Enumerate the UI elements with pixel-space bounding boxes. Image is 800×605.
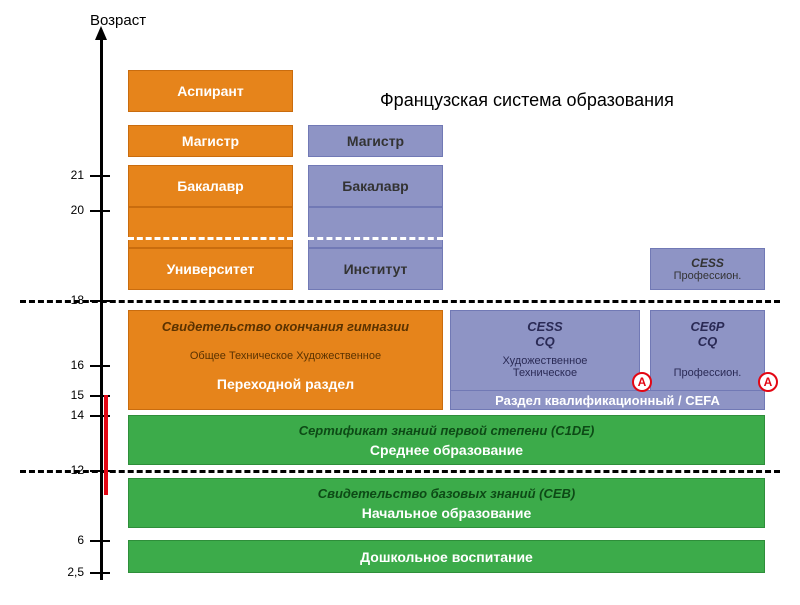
gymnasium-types: Общее Техническое Художественное — [190, 350, 381, 362]
axis-tick-label: 16 — [56, 358, 84, 372]
magistr1-block: Магистр — [128, 125, 293, 157]
axis-tick — [90, 572, 110, 574]
magistr2-label: Магистр — [347, 133, 404, 149]
axis-tick-label: 21 — [56, 168, 84, 182]
aspirant-block: Аспирант — [128, 70, 293, 112]
preschool-block: Дошкольное воспитание — [128, 540, 765, 573]
axis-tick — [90, 210, 110, 212]
diagram-title: Французская система образования — [380, 90, 674, 111]
bakalavr1-label: Бакалавр — [177, 178, 243, 194]
axis-tick-label: 6 — [56, 533, 84, 547]
ceb-block: Свидетельство базовых знаний (СЕВ) Началь… — [128, 478, 765, 528]
ce6p-line: Профессион. — [674, 367, 742, 379]
ceb-footer: Начальное образование — [362, 505, 532, 521]
cefa-footer: Раздел квалификационный / CEFA — [450, 390, 765, 410]
black-dash — [20, 470, 780, 473]
c1de-footer: Среднее образование — [370, 442, 523, 458]
magistr1-label: Магистр — [182, 133, 239, 149]
purple-filler — [308, 207, 443, 248]
univ-block: Университет — [128, 248, 293, 290]
axis-tick-label: 2,5 — [56, 565, 84, 579]
orange-filler — [128, 207, 293, 248]
bakalavr2-label: Бакалавр — [342, 178, 408, 194]
bakalavr1-block: Бакалавр — [128, 165, 293, 207]
gymnasium-footer: Переходной раздел — [217, 376, 354, 392]
cess-header: CESS — [527, 319, 562, 334]
y-axis — [100, 38, 103, 580]
education-diagram: Возраст Французская система образования … — [0, 0, 800, 605]
aspirant-label: Аспирант — [177, 83, 243, 99]
univ-label: Университет — [167, 261, 255, 277]
red-indicator — [104, 395, 108, 495]
gymnasium-header: Свидетельство окончания гимназии — [162, 319, 409, 334]
magistr2-block: Магистр — [308, 125, 443, 157]
cess-line1: Художественное — [503, 355, 588, 367]
cefa-text: Раздел квалификационный / CEFA — [495, 393, 720, 408]
badge-0: А — [632, 372, 652, 392]
axis-tick — [90, 365, 110, 367]
axis-tick — [90, 175, 110, 177]
preschool-footer: Дошкольное воспитание — [360, 549, 533, 565]
c1de-block: Сертификат знаний первой степени (С1DЕ) С… — [128, 415, 765, 465]
axis-tick — [90, 540, 110, 542]
white-dash — [308, 237, 443, 240]
cess-line2: Техническое — [513, 367, 577, 379]
axis-tick-label: 15 — [56, 388, 84, 402]
ce6p-header: CE6P — [691, 319, 725, 334]
institut-label: Институт — [344, 261, 408, 277]
white-dash — [128, 237, 293, 240]
cess-prof-label: CESS — [691, 256, 724, 270]
black-dash — [20, 300, 780, 303]
axis-tick-label: 20 — [56, 203, 84, 217]
axis-tick-label: 14 — [56, 408, 84, 422]
c1de-header: Сертификат знаний первой степени (С1DЕ) — [299, 423, 595, 438]
cess-prof-block: CESSПрофессион. — [650, 248, 765, 290]
institut-block: Институт — [308, 248, 443, 290]
bakalavr2-block: Бакалавр — [308, 165, 443, 207]
ce6p-cq: CQ — [698, 334, 718, 349]
cess-prof-sub: Профессион. — [674, 270, 742, 282]
ceb-header: Свидетельство базовых знаний (СЕВ) — [318, 486, 576, 501]
gymnasium-block: Свидетельство окончания гимназии Общее Те… — [128, 310, 443, 410]
axis-title: Возраст — [90, 12, 146, 29]
cq-header: CQ — [535, 334, 555, 349]
badge-1: А — [758, 372, 778, 392]
